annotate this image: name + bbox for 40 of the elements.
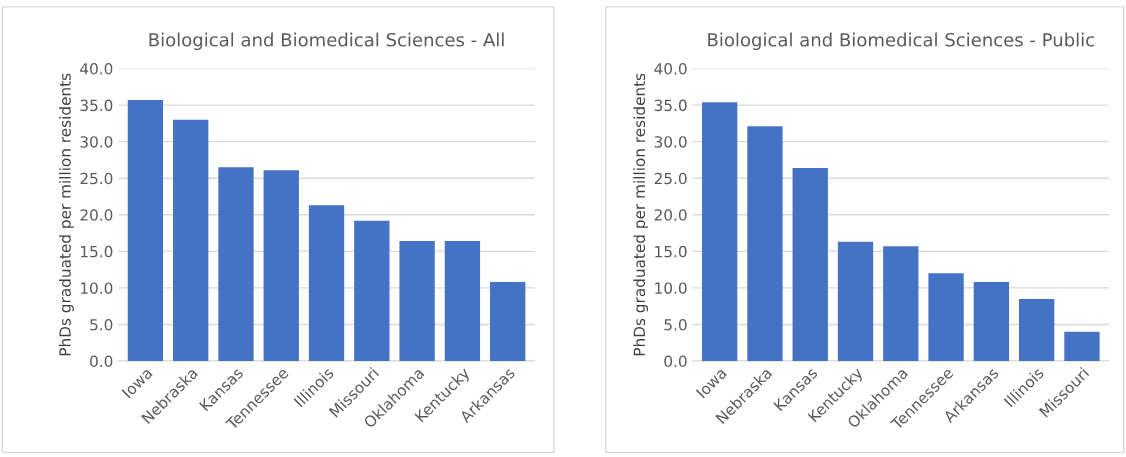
bar — [1064, 331, 1100, 362]
chart-title: Biological and Biomedical Sciences - All — [149, 32, 504, 51]
chart-title: Biological and Biomedical Sciences - Public — [708, 32, 1094, 51]
y-tick-label: 35.0 — [654, 99, 687, 112]
y-tick-label: 35.0 — [80, 99, 113, 112]
y-tick-label: 0.0 — [90, 355, 113, 368]
bar — [837, 241, 874, 362]
bar — [399, 241, 435, 362]
y-tick-label: 15.0 — [655, 245, 687, 258]
bar — [354, 220, 390, 362]
y-tick-label: 10.0 — [655, 282, 687, 294]
bar — [702, 102, 738, 362]
bar — [747, 126, 783, 362]
y-tick-label: 25.0 — [80, 172, 113, 185]
bar — [308, 205, 345, 362]
y-tick-label: 40.0 — [654, 63, 687, 75]
y-tick-label: 30.0 — [654, 136, 687, 148]
y-axis-title: PhDs graduated per million residents — [59, 73, 74, 356]
y-tick-label: 30.0 — [80, 136, 113, 148]
bar — [1018, 298, 1055, 362]
y-tick-label: 5.0 — [664, 318, 687, 331]
y-tick-label: 15.0 — [81, 245, 113, 258]
bar — [173, 119, 209, 362]
bar — [973, 282, 1010, 362]
y-tick-label: 20.0 — [654, 209, 687, 221]
bar — [490, 282, 526, 362]
y-tick-label: 25.0 — [654, 172, 687, 185]
bar — [928, 273, 964, 362]
y-axis-title: PhDs graduated per million residents — [633, 73, 649, 356]
bar — [883, 246, 919, 362]
bar — [127, 99, 164, 362]
y-tick-label: 20.0 — [80, 209, 113, 221]
bar — [444, 241, 481, 362]
bar — [263, 170, 299, 362]
bar — [218, 167, 254, 362]
y-tick-label: 40.0 — [80, 63, 113, 75]
y-tick-label: 5.0 — [90, 318, 113, 331]
y-tick-label: 10.0 — [81, 282, 113, 294]
bar — [792, 167, 828, 362]
y-tick-label: 0.0 — [664, 355, 687, 368]
